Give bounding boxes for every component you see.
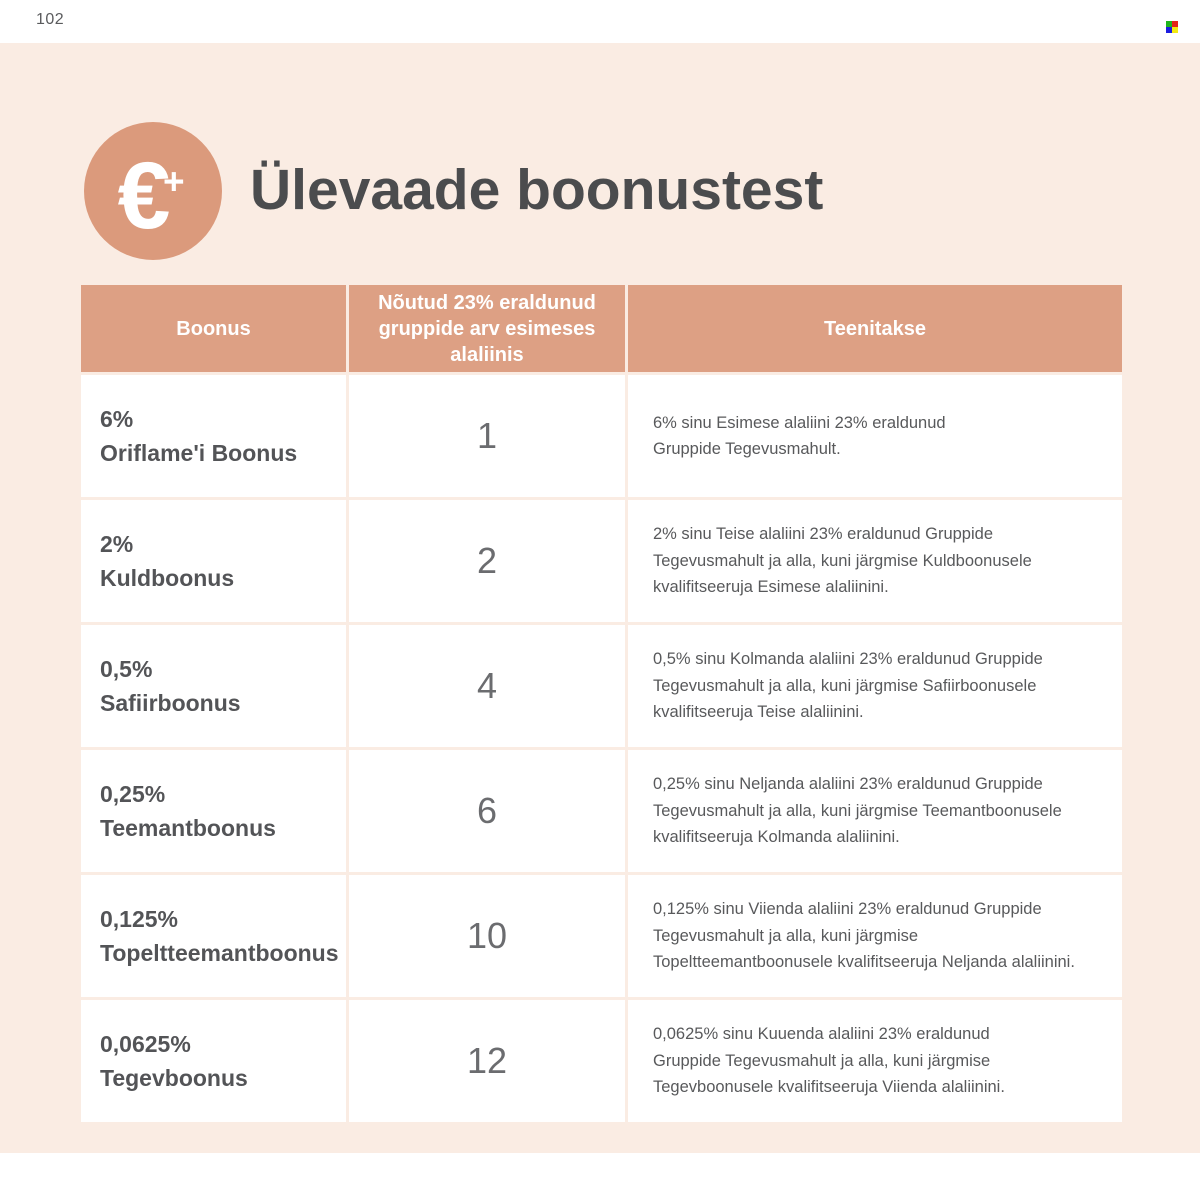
- earned-cell: 0,0625% sinu Kuuenda alaliini 23% eraldu…: [628, 1000, 1122, 1122]
- groups-count-cell: 12: [349, 1000, 625, 1122]
- earned-cell: 2% sinu Teise alaliini 23% eraldunud Gru…: [628, 500, 1122, 622]
- content-area: € + Ülevaade boonustest Boonus Nõutud 23…: [0, 43, 1200, 1153]
- col-header-bonus: Boonus: [81, 285, 346, 372]
- earned-cell: 0,25% sinu Neljanda alaliini 23% eraldun…: [628, 750, 1122, 872]
- mark-blue-square: [1166, 27, 1172, 33]
- bonus-cell: 0,5% Safiirboonus: [81, 625, 346, 747]
- bonus-cell: 2% Kuldboonus: [81, 500, 346, 622]
- mark-yellow-square: [1172, 27, 1178, 33]
- groups-count-cell: 2: [349, 500, 625, 622]
- col-header-earned: Teenitakse: [628, 285, 1122, 372]
- bonus-cell: 0,0625% Tegevboonus: [81, 1000, 346, 1122]
- earned-cell: 0,5% sinu Kolmanda alaliini 23% eraldunu…: [628, 625, 1122, 747]
- bonus-table: Boonus Nõutud 23% eraldunud gruppide arv…: [81, 285, 1122, 1122]
- euro-plus-icon: € +: [84, 122, 222, 260]
- euro-symbol: €: [117, 142, 171, 249]
- plus-symbol: +: [163, 161, 185, 202]
- mark-green-square: [1166, 21, 1172, 27]
- groups-count-cell: 10: [349, 875, 625, 997]
- page-number: 102: [36, 11, 65, 28]
- bonus-cell: 0,125% Topeltteemantboonus: [81, 875, 346, 997]
- earned-cell: 6% sinu Esimese alaliini 23% eraldunud G…: [628, 375, 1122, 497]
- top-bar: 102: [0, 0, 1200, 43]
- page-title: Ülevaade boonustest: [250, 158, 824, 222]
- earned-cell: 0,125% sinu Viienda alaliini 23% eraldun…: [628, 875, 1122, 997]
- bonus-cell: 6% Oriflame'i Boonus: [81, 375, 346, 497]
- col-header-groups: Nõutud 23% eraldunud gruppide arv esimes…: [349, 285, 625, 372]
- groups-count-cell: 4: [349, 625, 625, 747]
- groups-count-cell: 1: [349, 375, 625, 497]
- color-registration-mark: [1166, 21, 1178, 33]
- mark-red-square: [1172, 21, 1178, 27]
- bonus-cell: 0,25% Teemantboonus: [81, 750, 346, 872]
- groups-count-cell: 6: [349, 750, 625, 872]
